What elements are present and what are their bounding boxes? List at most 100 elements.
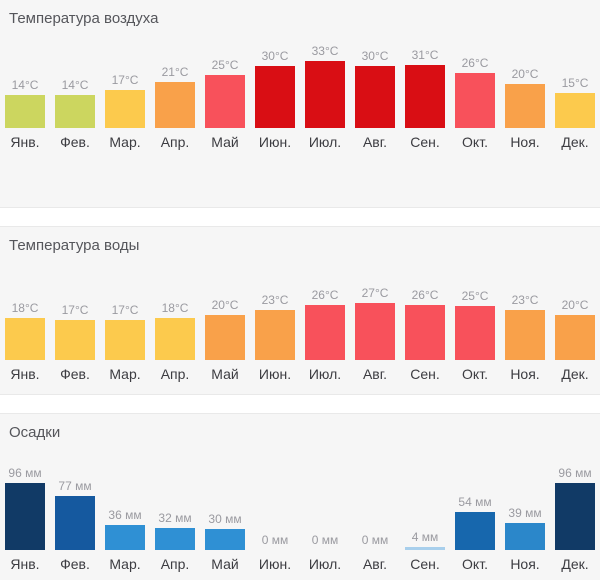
bar-column: 32 мм (150, 511, 200, 550)
month-label: Дек. (561, 366, 589, 382)
bar-value-label: 30 мм (208, 512, 242, 526)
bar-column: 96 мм (0, 466, 50, 550)
bar-value-label: 17°C (111, 303, 139, 317)
water-temperature-month-row: Янв. Фев. Мар. Апр. Май Июн. Июл. Авг. Сен. Окт. Н… (0, 366, 600, 382)
bar-value-label: 26°C (461, 56, 489, 70)
month-label: Май (211, 134, 239, 150)
month-label: Апр. (160, 134, 190, 150)
bar-column: 96 мм (550, 466, 600, 550)
bar-value-label: 20°C (511, 67, 539, 81)
section-divider (0, 207, 600, 227)
bar-value-label: 0 мм (311, 533, 339, 547)
bar-value-label: 96 мм (8, 466, 42, 480)
bar-column: 25°C (450, 289, 500, 360)
bar-column: 20°C (500, 67, 550, 128)
bar-column: 20°C (550, 298, 600, 360)
bar (505, 84, 545, 128)
month-label: Мар. (109, 366, 141, 382)
bar-value-label: 25°C (211, 58, 239, 72)
bar (405, 547, 445, 550)
bar (105, 320, 145, 360)
bar (455, 306, 495, 360)
bar-column: 18°C (0, 301, 50, 360)
month-label: Июл. (308, 556, 342, 572)
month-label: Сен. (410, 134, 440, 150)
bar-column: 0 мм (300, 533, 350, 550)
bar-column: 14°C (50, 78, 100, 128)
month-label: Июн. (258, 134, 292, 150)
month-label: Фев. (60, 134, 90, 150)
bar-value-label: 33°C (311, 44, 339, 58)
bar-value-label: 0 мм (361, 533, 389, 547)
bar-column: 17°C (50, 303, 100, 360)
bar-column: 54 мм (450, 495, 500, 550)
bar (455, 73, 495, 128)
bar-value-label: 17°C (61, 303, 89, 317)
bar (155, 318, 195, 360)
bar-column: 26°C (450, 56, 500, 128)
month-label: Дек. (561, 556, 589, 572)
bar (305, 61, 345, 128)
bar (105, 90, 145, 128)
month-label: Янв. (10, 134, 40, 150)
month-label: Июл. (308, 366, 342, 382)
air-temperature-month-row: Янв. Фев. Мар. Апр. Май Июн. Июл. Авг. Сен. Окт. Н… (0, 134, 600, 150)
bar-value-label: 0 мм (261, 533, 289, 547)
bar-column: 23°C (500, 293, 550, 360)
water-temperature-title: Температура воды (9, 237, 140, 254)
bar (355, 66, 395, 128)
bar-column: 17°C (100, 73, 150, 128)
bar-value-label: 39 мм (508, 506, 542, 520)
section-divider (0, 394, 600, 414)
month-label: Июн. (258, 556, 292, 572)
bar-column: 0 мм (350, 533, 400, 550)
bar-value-label: 31°C (411, 48, 439, 62)
bar-column: 21°C (150, 65, 200, 128)
bar (55, 95, 95, 128)
bar-column: 15°C (550, 76, 600, 128)
bar-value-label: 25°C (461, 289, 489, 303)
bar (205, 75, 245, 128)
water-temperature-chart: 18°C 17°C 17°C 18°C 20°C 23°C 26°C 27°C 26°C 25°C… (0, 254, 600, 360)
bar-column: 26°C (300, 288, 350, 360)
bar-column: 14°C (0, 78, 50, 128)
bar-column: 36 мм (100, 508, 150, 550)
bar (255, 66, 295, 128)
bar (205, 315, 245, 360)
bar-column: 30°C (250, 49, 300, 128)
bar-column: 4 мм (400, 530, 450, 550)
bar-value-label: 30°C (261, 49, 289, 63)
month-label: Май (211, 366, 239, 382)
bar-value-label: 77 мм (58, 479, 92, 493)
bar (355, 303, 395, 360)
bar-value-label: 21°C (161, 65, 189, 79)
bar-value-label: 4 мм (411, 530, 439, 544)
month-label: Окт. (462, 556, 488, 572)
bar-column: 77 мм (50, 479, 100, 550)
bar-value-label: 20°C (211, 298, 239, 312)
bar (455, 512, 495, 550)
month-label: Фев. (60, 556, 90, 572)
month-label: Авг. (362, 366, 388, 382)
bar-value-label: 18°C (161, 301, 189, 315)
bar-column: 25°C (200, 58, 250, 128)
bar-value-label: 27°C (361, 286, 389, 300)
precipitation-month-row: Янв. Фев. Мар. Апр. Май Июн. Июл. Авг. Сен. Окт. Н… (0, 556, 600, 572)
bar (155, 528, 195, 550)
month-label: Май (211, 556, 239, 572)
bar-value-label: 26°C (311, 288, 339, 302)
bar-value-label: 54 мм (458, 495, 492, 509)
month-label: Фев. (60, 366, 90, 382)
bar (155, 82, 195, 128)
bar-value-label: 32 мм (158, 511, 192, 525)
month-label: Янв. (10, 366, 40, 382)
month-label: Окт. (462, 366, 488, 382)
bar (5, 318, 45, 360)
bar-value-label: 18°C (11, 301, 39, 315)
bar-column: 39 мм (500, 506, 550, 550)
month-label: Авг. (362, 556, 388, 572)
bar-column: 20°C (200, 298, 250, 360)
bar (555, 93, 595, 128)
month-label: Янв. (10, 556, 40, 572)
